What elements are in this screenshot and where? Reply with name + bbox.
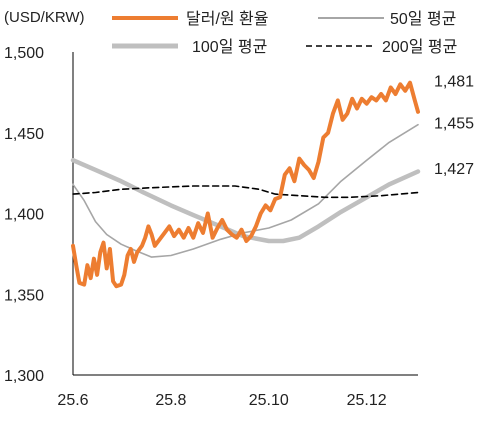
y-tick-label: 1,450 [4,126,44,143]
x-tick-label: 25.8 [155,392,186,409]
y-tick-labels: 1,300 1,350 1,400 1,450 1,500 [4,45,44,385]
legend-label-ma200: 200일 평균 [382,38,457,56]
x-tick-label: 25.6 [57,392,88,409]
legend-item-ma200: 200일 평균 [306,38,457,56]
series-ma50-line [72,123,419,258]
series-fx-line [71,80,420,289]
y-tick-label: 1,400 [4,207,44,224]
legend-item-fx: 달러/원 환율 [112,10,269,28]
series-ma200-line [72,185,419,199]
series-layer [70,80,421,289]
legend-label-ma50: 50일 평균 [390,10,456,28]
end-labels: 1,481 1,455 1,427 [434,74,474,178]
end-value-label: 1,481 [434,74,474,91]
y-tick-label: 1,500 [4,45,44,62]
legend-item-ma50: 50일 평균 [318,10,456,28]
legend: 달러/원 환율 50일 평균 100일 평균 200일 평균 [112,10,457,56]
x-tick-label: 25.12 [347,392,387,409]
legend-label-fx: 달러/원 환율 [186,10,269,28]
legend-item-ma100: 100일 평균 [112,38,267,56]
end-value-label: 1,427 [434,161,474,178]
y-tick-label: 1,300 [4,368,44,385]
legend-label-ma100: 100일 평균 [192,38,267,56]
y-tick-label: 1,350 [4,287,44,304]
series-ma100-line [70,157,421,244]
end-value-label: 1,455 [434,116,474,133]
x-tick-labels: 25.6 25.8 25.10 25.12 [57,392,386,409]
x-tick-label: 25.10 [249,392,289,409]
unit-label: (USD/KRW) [4,9,85,26]
